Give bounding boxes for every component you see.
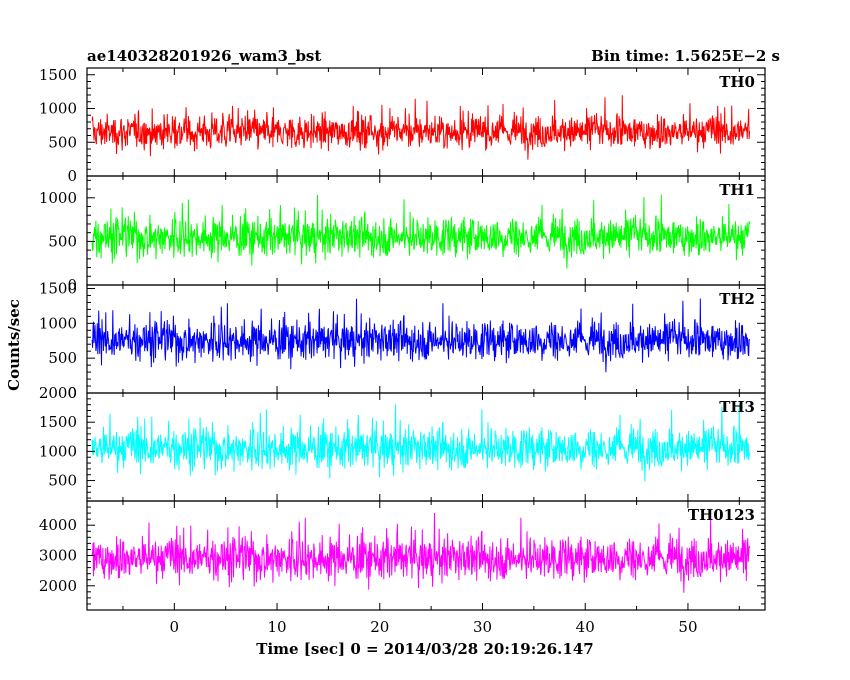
y-tick-label: 0	[67, 276, 77, 294]
series-line-th1	[91, 194, 751, 269]
y-tick-label: 1000	[39, 314, 77, 332]
y-tick-label: 500	[48, 349, 77, 367]
y-tick-label: 0	[67, 384, 77, 402]
x-tick-label: 20	[370, 618, 389, 636]
x-tick-label: 40	[576, 618, 595, 636]
y-tick-label: 1500	[39, 279, 77, 297]
series-line-th0	[91, 95, 751, 160]
y-tick-label: 2000	[39, 384, 77, 402]
y-tick-label: 1500	[39, 66, 77, 84]
y-tick-label: 0	[67, 167, 77, 185]
panel-th3: 500 1000 1500 2000 TH3	[39, 384, 766, 502]
panel-th2: 0 500 1000 1500 TH2	[39, 279, 766, 402]
panel-label-th2: TH2	[719, 290, 755, 308]
chart-title-left: ae140328201926_wam3_bst	[87, 47, 321, 65]
panel-label-th3: TH3	[719, 398, 755, 416]
y-tick-label: 4000	[39, 516, 77, 534]
panel-th0123: 2000 3000 4000 TH0123	[39, 500, 766, 611]
y-tick-label: 1500	[39, 413, 77, 431]
series-line-th2	[91, 298, 751, 373]
panel-th0: 0 500 1000 1500 TH0	[39, 66, 766, 185]
y-tick-label: 1000	[39, 189, 77, 207]
x-axis-label: Time [sec] 0 = 2014/03/28 20:19:26.147	[256, 640, 593, 658]
y-tick-label: 1000	[39, 442, 77, 460]
x-tick-label: 30	[473, 618, 492, 636]
y-tick-label: 500	[48, 133, 77, 151]
panel-th1: 0 500 1000 TH1	[39, 175, 766, 294]
x-axis: 0 10 20 30 40 50	[170, 618, 698, 636]
series-line-th3	[91, 404, 751, 482]
panel-label-th1: TH1	[719, 181, 755, 199]
series-line-th0123	[91, 512, 751, 593]
x-tick-label: 10	[267, 618, 286, 636]
x-tick-label: 50	[678, 618, 697, 636]
panel-label-th0123: TH0123	[688, 506, 755, 524]
y-tick-label: 1000	[39, 100, 77, 118]
panel-stack: 0 500 1000 1500 TH0 0 500 1000 TH1 0 500 1000 1500 TH…	[39, 66, 766, 611]
y-tick-label: 500	[48, 472, 77, 490]
x-tick-label: 0	[170, 618, 180, 636]
y-tick-label: 3000	[39, 547, 77, 565]
y-axis-label: Counts/sec	[5, 299, 23, 391]
panel-label-th0: TH0	[719, 73, 755, 91]
y-tick-label: 500	[48, 232, 77, 250]
chart-title-right: Bin time: 1.5625E−2 s	[591, 47, 780, 65]
y-tick-label: 2000	[39, 577, 77, 595]
